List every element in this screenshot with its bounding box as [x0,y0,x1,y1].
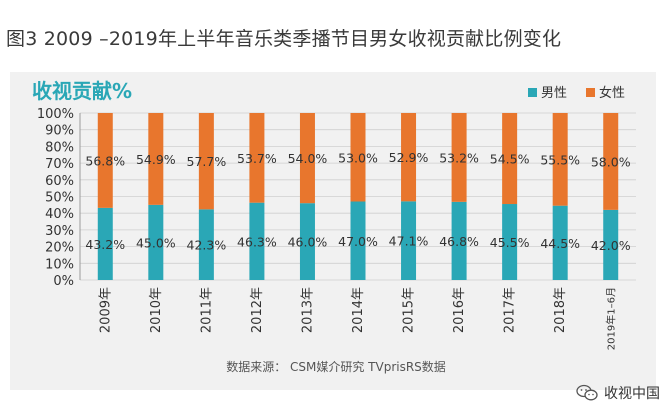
x-tick-label: 2019年1–6月 [605,287,618,350]
x-tick-label: 2018年 [553,287,568,333]
x-tick-label: 2010年 [149,287,164,333]
y-tick-label: 0% [53,274,74,289]
data-label-female: 54.9% [136,152,176,167]
stacked-bar-chart: 收视贡献% 男性 女性 0% 10%20% 30% 40%50% 60% 70% 80%90% 10… [32,79,636,350]
data-label-male: 47.0% [338,234,378,249]
y-tick-label: 20% [45,241,74,256]
data-label-male: 45.5% [490,235,530,250]
x-tick-label: 2015年 [402,287,417,333]
data-label-male: 46.8% [439,234,479,249]
data-label-male: 46.0% [288,235,328,250]
bar-female [350,113,366,202]
bar-male [249,202,265,280]
legend-label-male: 男性 [541,86,567,101]
bar-female [552,113,568,206]
bar-female [148,113,164,205]
bar-male [502,204,518,280]
bar-female [299,113,315,204]
y-tick-label: 10% [45,257,74,272]
legend-label-female: 女性 [599,85,625,101]
data-label-female: 53.0% [338,150,378,165]
bar-male [552,205,568,280]
watermark-text: 收视中国 [604,386,660,402]
y-tick-label: 30% [45,224,74,239]
data-label-female: 54.0% [288,151,328,166]
data-label-female: 53.2% [439,150,479,165]
bar-female [97,113,113,208]
bar-female [249,113,265,203]
y-tick-label: 90% [45,124,74,139]
data-label-female: 52.9% [389,150,429,165]
bar-male [198,209,214,280]
bar-female [401,113,417,202]
data-label-male: 45.0% [136,235,176,250]
data-label-male: 42.0% [591,238,631,253]
chart-panel: 收视贡献% 男性 女性 0% 10% 20% 30% 40% 50% 60% 70% 80% 90% 10… [10,72,656,390]
data-label-male: 46.3% [237,234,277,249]
bar-male [299,203,315,280]
data-label-female: 57.7% [187,154,227,169]
x-tick-label: 2011年 [199,287,214,333]
watermark: 收视中国 [576,383,660,403]
x-tick-label: 2016年 [452,287,467,333]
figure-title: 图3 2009 –2019年上半年音乐类季播节目男女收视贡献比例变化 [6,28,562,50]
data-label-female: 53.7% [237,151,277,166]
data-label-female: 55.5% [540,152,580,167]
data-label-male: 42.3% [187,238,227,253]
data-label-female: 56.8% [85,153,125,168]
y-tick-label: 70% [45,157,74,172]
data-label-male: 44.5% [540,236,580,251]
data-source-note: 数据来源： CSM媒介研究 TVprisRS数据 [226,360,446,374]
data-label-female: 54.5% [490,152,530,167]
y-tick-label: 100% [37,107,74,122]
bar-male [148,204,164,280]
data-label-male: 43.2% [85,237,125,252]
bar-female [451,113,467,202]
wechat-icon [576,384,598,401]
bar-female [198,113,214,210]
x-tick-label: 2009年 [98,287,113,333]
bar-male [350,201,366,280]
x-tick-label: 2013年 [300,287,315,333]
y-tick-label: 60% [45,174,74,189]
bar-male [603,209,619,280]
bar-male [451,201,467,280]
bar-female [603,113,619,210]
x-tick-label: 2014年 [351,287,366,333]
data-label-male: 47.1% [389,234,429,249]
bar-female [502,113,518,205]
x-tick-label: 2012年 [250,287,265,333]
y-tick-label: 40% [45,207,74,222]
chart-title: 收视贡献% [32,79,132,103]
legend-swatch-male [528,88,537,97]
bar-male [401,201,417,280]
data-label-female: 58.0% [591,154,631,169]
y-tick-label: 50% [45,191,74,206]
legend-swatch-female [586,88,595,97]
y-tick-label: 80% [45,140,74,155]
x-tick-label: 2017年 [503,287,518,333]
bar-male [97,207,113,280]
